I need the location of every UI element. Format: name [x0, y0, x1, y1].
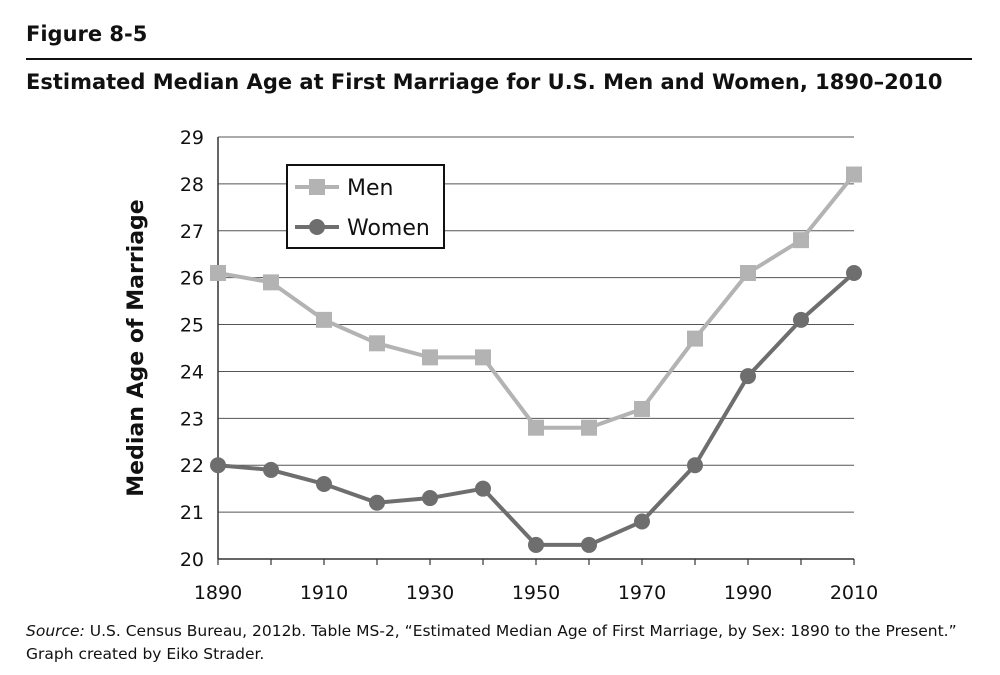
y-tick-label: 29 — [180, 127, 204, 149]
data-point-men — [316, 311, 332, 328]
data-point-women — [210, 457, 226, 474]
x-tick-label: 1950 — [512, 582, 560, 604]
legend-label-men: Men — [347, 176, 393, 201]
data-point-men — [475, 349, 491, 366]
x-tick-label: 1990 — [724, 582, 772, 604]
source-label: Source: — [26, 622, 85, 640]
data-point-women — [475, 480, 491, 497]
data-point-women — [369, 494, 385, 511]
data-point-men — [793, 232, 809, 249]
data-point-women — [581, 536, 597, 553]
title-rule — [26, 58, 972, 60]
data-point-men — [210, 264, 226, 281]
y-tick-label: 27 — [180, 221, 204, 243]
data-point-men — [422, 349, 438, 366]
x-tick-label: 1910 — [300, 582, 348, 604]
data-point-women — [687, 457, 703, 474]
data-point-women — [634, 513, 650, 530]
legend-box — [286, 164, 445, 249]
data-point-men — [528, 419, 544, 436]
y-tick-label: 21 — [180, 502, 204, 524]
x-tick-label: 2010 — [830, 582, 878, 604]
y-tick-label: 24 — [180, 361, 204, 383]
y-axis-title: Median Age of Marriage — [124, 199, 149, 496]
legend-label-women: Women — [347, 216, 430, 241]
y-tick-label: 23 — [180, 408, 204, 430]
source-note: Source: U.S. Census Bureau, 2012b. Table… — [26, 620, 976, 666]
data-point-women — [422, 490, 438, 507]
legend-marker-women — [309, 219, 325, 235]
y-tick-label: 26 — [180, 268, 204, 290]
legend-marker-men — [309, 179, 325, 195]
data-point-men — [369, 335, 385, 352]
x-tick-label: 1930 — [406, 582, 454, 604]
source-text: U.S. Census Bureau, 2012b. Table MS-2, “… — [26, 622, 957, 663]
data-point-women — [740, 368, 756, 385]
data-point-women — [528, 536, 544, 553]
figure-title: Estimated Median Age at First Marriage f… — [26, 70, 943, 94]
x-tick-label: 1890 — [194, 582, 242, 604]
data-point-women — [263, 461, 279, 478]
data-point-women — [316, 475, 332, 492]
data-point-men — [634, 400, 650, 417]
data-point-women — [846, 264, 862, 281]
y-tick-label: 25 — [180, 315, 204, 337]
x-tick-label: 1970 — [618, 582, 666, 604]
data-point-men — [687, 330, 703, 347]
data-point-men — [263, 274, 279, 291]
data-point-men — [846, 166, 862, 183]
y-tick-label: 28 — [180, 174, 204, 196]
figure-label: Figure 8-5 — [26, 22, 148, 46]
y-tick-label: 20 — [180, 549, 204, 571]
data-point-men — [581, 419, 597, 436]
y-tick-label: 22 — [180, 455, 204, 477]
data-point-women — [793, 311, 809, 328]
data-point-men — [740, 264, 756, 281]
